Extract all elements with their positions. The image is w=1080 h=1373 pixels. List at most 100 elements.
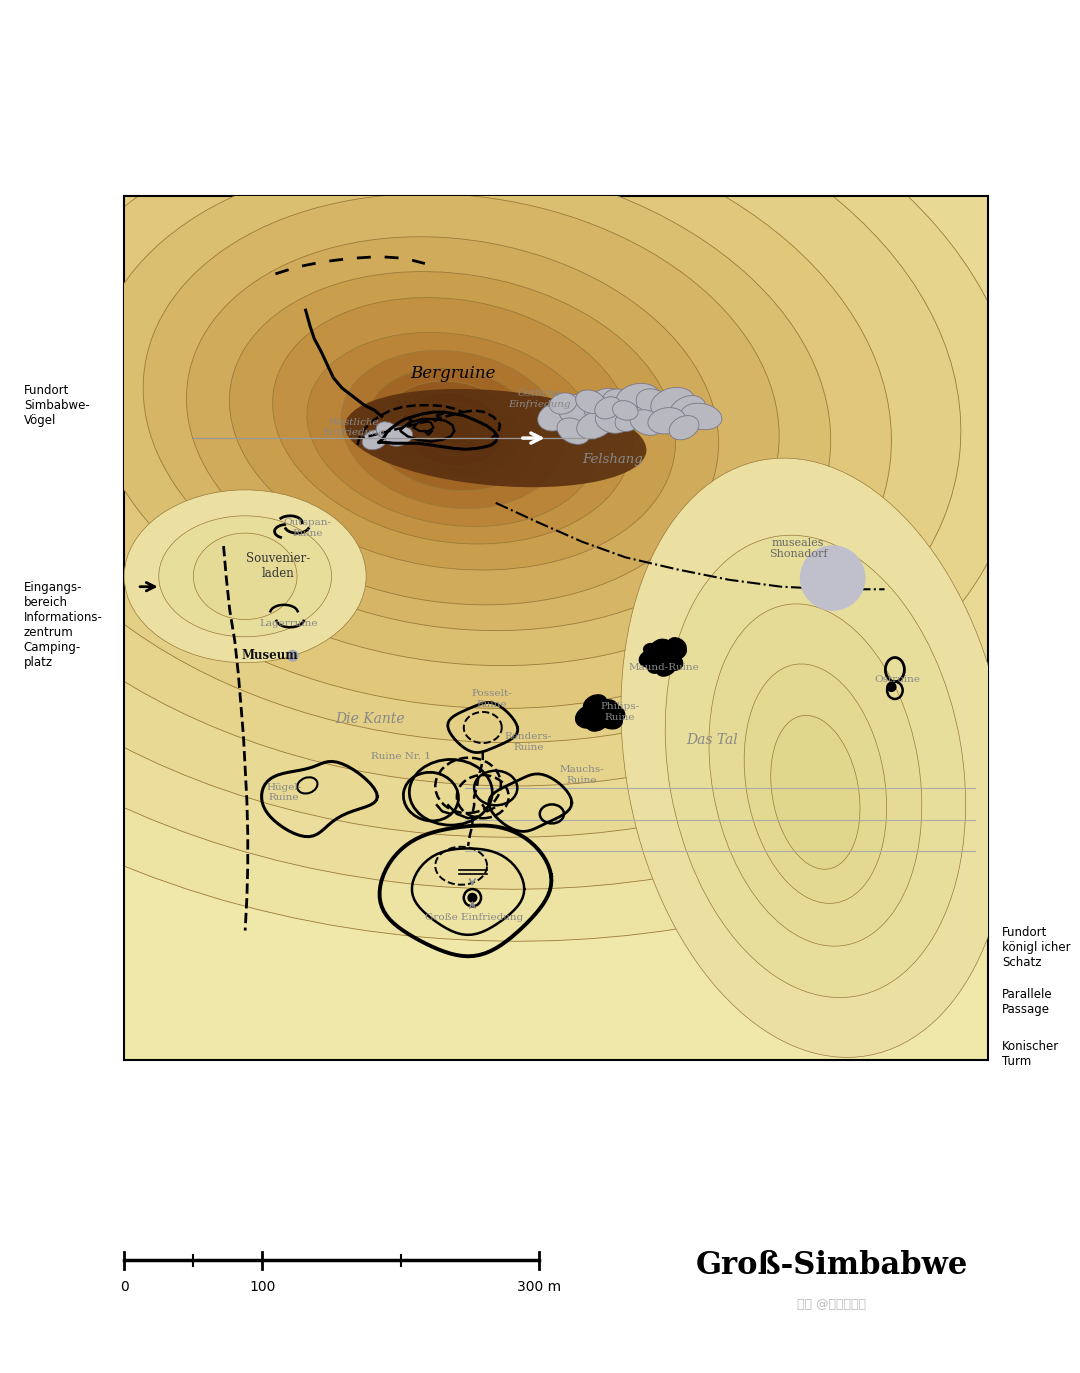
Ellipse shape [605,704,624,721]
Ellipse shape [144,194,779,630]
Text: Hügel-
Ruine: Hügel- Ruine [267,783,301,802]
Ellipse shape [558,394,606,430]
Text: Philips-
Ruine: Philips- Ruine [600,702,639,722]
Text: Maund-Ruine: Maund-Ruine [629,663,700,671]
Ellipse shape [603,389,639,417]
Ellipse shape [670,395,705,426]
Ellipse shape [92,159,831,666]
Text: 100: 100 [249,1280,275,1293]
Ellipse shape [589,702,616,722]
Ellipse shape [657,658,677,676]
Ellipse shape [708,604,922,946]
Ellipse shape [418,404,487,456]
Ellipse shape [538,402,575,431]
Text: Die Kante: Die Kante [336,711,405,726]
Ellipse shape [771,715,860,869]
Ellipse shape [597,708,622,729]
Ellipse shape [648,656,669,673]
Ellipse shape [31,115,891,708]
Text: Posselt-
Ruine: Posselt- Ruine [471,689,512,708]
Ellipse shape [630,409,664,435]
Text: Felshang: Felshang [582,453,643,467]
Ellipse shape [0,0,1080,942]
Ellipse shape [0,0,1080,890]
Ellipse shape [577,412,613,439]
Text: 0: 0 [120,1280,129,1293]
Ellipse shape [616,383,661,415]
Ellipse shape [595,397,621,419]
Ellipse shape [550,393,577,415]
Ellipse shape [612,401,638,420]
Ellipse shape [583,695,607,714]
Text: Konischer
Turm: Konischer Turm [1002,1041,1059,1068]
Ellipse shape [584,389,623,423]
Text: 300 m: 300 m [517,1280,561,1293]
Text: Fundort
königl icher
Schatz: Fundort königl icher Schatz [1002,925,1071,969]
Text: Bergruine: Bergruine [409,365,496,382]
Ellipse shape [660,652,683,670]
Text: Renders-
Ruine: Renders- Ruine [505,733,552,752]
Ellipse shape [670,416,699,439]
Text: Outspan-
Ruine: Outspan- Ruine [283,518,332,538]
Ellipse shape [367,368,538,492]
Ellipse shape [0,21,1022,785]
Circle shape [468,894,476,902]
Ellipse shape [384,382,521,478]
Ellipse shape [124,490,366,663]
Ellipse shape [0,65,961,743]
Ellipse shape [644,644,662,658]
Ellipse shape [586,711,609,730]
Ellipse shape [362,430,388,450]
Ellipse shape [669,638,686,654]
Ellipse shape [636,389,675,422]
Ellipse shape [576,390,606,413]
Ellipse shape [341,350,564,508]
Ellipse shape [386,427,413,446]
Text: Parallele
Passage: Parallele Passage [1002,989,1053,1016]
Text: museales
Shonadorf: museales Shonadorf [769,538,827,559]
Ellipse shape [744,665,887,903]
Text: Fundort
Simbabwe-
Vögel: Fundort Simbabwe- Vögel [24,383,90,427]
Ellipse shape [648,408,686,434]
Circle shape [887,682,896,692]
Text: Das Tal: Das Tal [686,733,738,747]
Ellipse shape [229,272,676,570]
Ellipse shape [159,516,332,637]
Ellipse shape [595,408,630,434]
Ellipse shape [665,535,966,998]
Text: Große Einfriedung: Große Einfriedung [426,913,523,923]
Circle shape [800,545,865,611]
Circle shape [286,649,299,662]
Ellipse shape [651,644,677,665]
Text: Eingangs-
bereich
Informations-
zentrum
Camping-
platz: Eingangs- bereich Informations- zentrum … [24,581,103,669]
Text: 知乎 @地球知识局: 知乎 @地球知识局 [797,1297,866,1311]
Ellipse shape [345,389,647,487]
Ellipse shape [680,404,721,430]
Text: Groß-Simbabwe: Groß-Simbabwe [696,1251,968,1281]
Ellipse shape [187,236,718,605]
Text: Östliche
Einfriedung: Östliche Einfriedung [508,390,570,409]
Text: Ostruine: Ostruine [875,676,920,685]
Ellipse shape [0,0,1080,838]
Text: Lagerruine: Lagerruine [259,619,318,629]
Text: Souvenier-
laden: Souvenier- laden [246,552,310,579]
Ellipse shape [307,332,598,526]
Ellipse shape [651,640,672,655]
Ellipse shape [576,704,606,728]
Ellipse shape [621,459,1010,1057]
Ellipse shape [615,406,645,431]
Text: Mauchs-
Ruine: Mauchs- Ruine [559,765,605,785]
Ellipse shape [664,644,686,660]
Ellipse shape [595,700,618,715]
Text: Museum: Museum [241,649,298,662]
Text: Westliche
Einfriedung: Westliche Einfriedung [322,417,384,438]
Ellipse shape [557,417,590,445]
Ellipse shape [272,298,633,544]
Ellipse shape [401,393,504,467]
Ellipse shape [639,649,663,667]
Text: Ruine Nr. 1: Ruine Nr. 1 [370,751,431,761]
Ellipse shape [376,422,400,441]
Ellipse shape [193,533,297,619]
Ellipse shape [431,413,474,445]
Ellipse shape [651,387,694,420]
